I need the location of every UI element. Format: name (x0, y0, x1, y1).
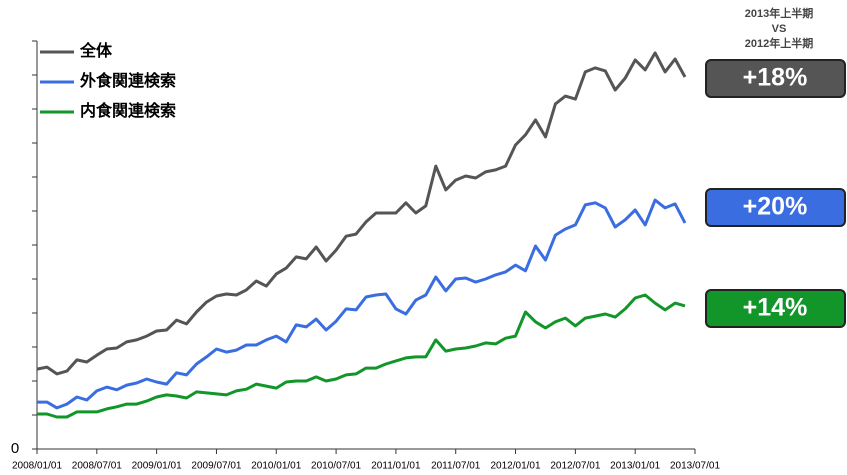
header-line: 2013年上半期 (745, 6, 813, 20)
x-tick-label: 2008/07/01 (72, 461, 122, 472)
series-line (36, 51, 687, 376)
legend-label: 全体 (79, 41, 113, 60)
header-line: VS (772, 23, 787, 35)
header-line: 2012年上半期 (745, 36, 813, 50)
x-tick-label: 2012/01/01 (491, 461, 541, 472)
x-tick-label: 2011/07/01 (431, 461, 481, 472)
x-tick-label: 2013/01/01 (610, 461, 660, 472)
x-tick-label: 2008/01/01 (12, 461, 62, 472)
y-tick-label: 0 (11, 440, 19, 457)
x-tick-label: 2010/07/01 (311, 461, 361, 472)
legend-label: 外食関連検索 (79, 71, 176, 90)
x-tick-label: 2009/01/01 (132, 461, 182, 472)
badge-label: +18% (743, 64, 808, 92)
badge (705, 289, 846, 328)
badge (705, 188, 846, 227)
series-line (37, 293, 686, 419)
x-tick-label: 2009/07/01 (191, 461, 241, 472)
badge-label: +14% (743, 294, 808, 322)
series-line (37, 198, 687, 410)
legend-label: 内食関連検索 (80, 101, 176, 120)
x-tick-label: 2013/07/01 (670, 461, 720, 472)
x-tick-label: 2012/07/01 (550, 461, 600, 472)
x-tick-label: 2011/01/01 (371, 461, 421, 472)
badge-label: +20% (743, 193, 808, 221)
badge (705, 59, 846, 98)
x-tick-label: 2010/01/01 (251, 461, 301, 472)
